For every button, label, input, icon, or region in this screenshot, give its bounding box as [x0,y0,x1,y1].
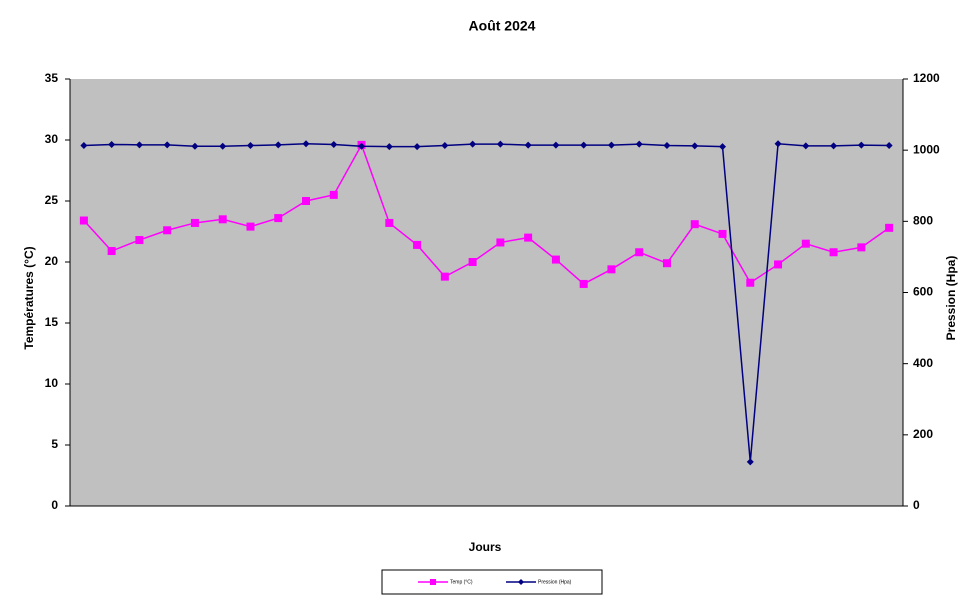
data-point [719,143,727,151]
data-point [857,243,866,252]
data-point [635,140,643,148]
data-point [108,140,116,148]
y-tick-label: 10 [45,376,59,390]
data-point [885,223,894,232]
series-line [83,143,890,285]
data-point [329,190,338,199]
data-point [746,278,755,287]
data-point [496,140,504,148]
y2-axis-label: Pression (Hpa) [944,256,958,341]
x-axis-label: Jours [469,540,502,554]
legend-marker [518,579,524,585]
y2-tick-label: 200 [913,427,933,441]
data-point [802,142,810,150]
data-point [662,259,671,268]
data-point [80,142,88,150]
data-point [302,140,310,148]
data-point [579,279,588,288]
data-point [218,215,227,224]
data-point [440,272,449,281]
data-point [580,141,588,149]
y-tick-label: 5 [51,437,58,451]
y-tick-label: 30 [45,132,59,146]
data-point [829,248,838,257]
data-point [551,255,560,264]
data-point [774,260,783,269]
legend-label: Temp (°C) [450,579,473,585]
data-point [746,458,754,466]
data-point [107,247,116,256]
data-point [135,141,143,149]
data-point [163,141,171,149]
data-point [385,143,393,151]
data-point [274,214,283,223]
data-point [635,248,644,257]
data-point [607,265,616,274]
data-point [469,140,477,148]
data-point [774,140,782,148]
data-point [441,142,449,150]
y-axis-label: Températures (°C) [22,246,36,349]
data-point [246,222,255,231]
y2-tick-label: 400 [913,356,933,370]
y-tick-label: 15 [45,315,59,329]
data-point [691,142,699,150]
data-point [524,233,533,242]
y2-tick-label: 600 [913,285,933,299]
y2-tick-label: 1000 [913,142,940,156]
y2-tick-label: 1200 [913,71,940,85]
y-tick-label: 35 [45,71,59,85]
data-point [358,142,366,150]
series-line [83,142,890,462]
data-point [468,258,477,266]
data-point [690,220,699,229]
data-point [413,143,421,151]
data-point [274,141,282,149]
data-point [607,141,615,149]
legend-label: Pression (Hpa) [538,579,572,585]
y-tick-label: 20 [45,254,59,268]
data-point [219,142,227,150]
plot-area [70,79,903,506]
data-point [524,141,532,149]
data-point [302,197,311,205]
y-tick-label: 0 [51,498,58,512]
data-point [552,141,560,149]
data-point [163,226,172,235]
data-point [330,140,338,148]
data-point [135,236,144,245]
legend-marker [430,579,436,585]
data-point [413,240,422,249]
y-tick-label: 25 [45,193,59,207]
y2-tick-label: 0 [913,498,920,512]
data-point [857,141,865,149]
data-point [191,142,199,150]
data-point [190,218,199,227]
data-point [385,218,394,227]
data-point [496,238,505,247]
y2-tick-label: 800 [913,214,933,228]
data-point [246,142,254,150]
data-point [830,142,838,150]
data-point [663,142,671,150]
data-point [801,239,810,248]
data-point [79,216,88,225]
data-point [885,142,893,150]
chart-title: Août 2024 [469,18,536,34]
data-point [718,229,727,238]
